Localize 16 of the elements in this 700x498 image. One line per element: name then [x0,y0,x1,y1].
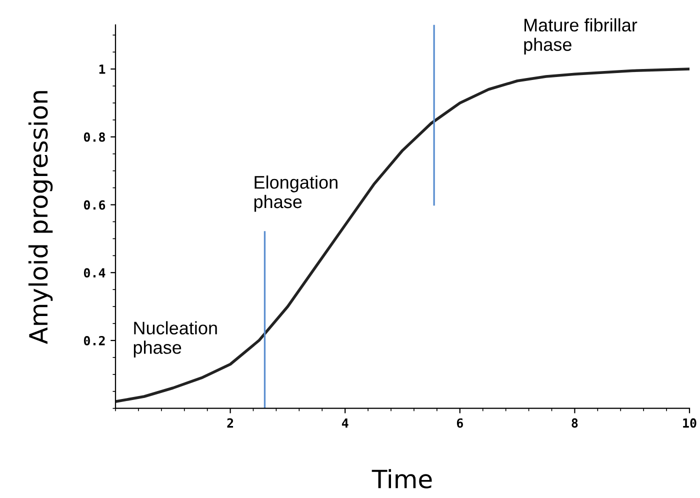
y-tick-label: 1 [99,64,106,74]
x-tick-label: 2 [227,418,234,428]
annotation: Mature fibrillar phase [524,18,638,55]
y-axis-title: Amyloid progression [28,91,53,344]
y-tick-label: 0.4 [84,268,106,278]
x-tick-label: 4 [342,418,348,428]
y-tick-label: 0.2 [84,336,105,346]
annotation: Elongation phase [254,175,338,212]
line-series [116,68,690,403]
annotation: Nucleation phase [134,321,217,358]
y-tick-label: 0.8 [84,132,105,142]
y-tick-label: 0.6 [84,200,106,210]
x-tick-label: 8 [572,418,578,428]
x-axis-title: Time [372,469,432,488]
x-tick-label: 6 [456,418,463,428]
x-tick-label: 10 [683,418,696,428]
